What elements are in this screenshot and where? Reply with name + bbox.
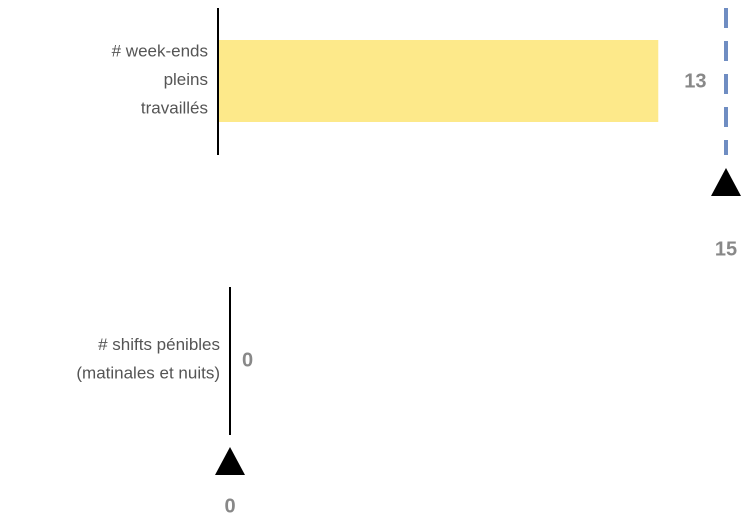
target-label: 0 [224, 495, 235, 517]
target-marker [215, 447, 245, 475]
target-label: 15 [715, 238, 737, 260]
category-label: # shifts pénibles (matinales et nuits) [76, 335, 220, 383]
category-label: # week-ends pleins travaillés [112, 42, 208, 118]
value-label: 13 [684, 70, 706, 92]
category-line: (matinales et nuits) [76, 364, 220, 383]
bar [218, 40, 659, 122]
category-line: travaillés [141, 99, 208, 118]
value-label: 0 [242, 349, 253, 371]
category-line: # week-ends [112, 42, 208, 61]
category-line: pleins [164, 70, 208, 89]
category-line: # shifts pénibles [98, 335, 220, 354]
target-marker [711, 168, 741, 196]
